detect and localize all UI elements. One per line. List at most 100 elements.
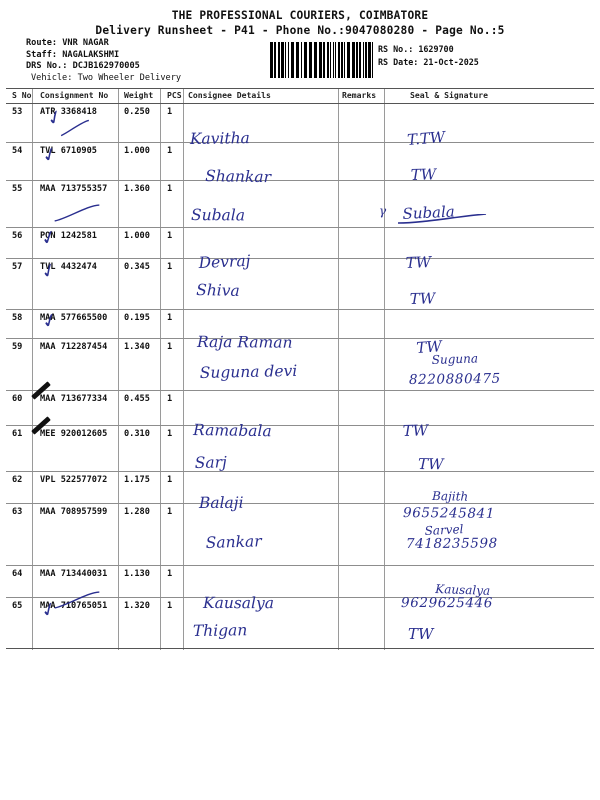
cell-weight: 0.455 (124, 394, 150, 404)
table-column-divider (160, 88, 161, 650)
table-row-divider (6, 503, 594, 504)
cell-pcs: 1 (167, 394, 173, 404)
cell-weight: 1.130 (124, 569, 150, 579)
cell-consignment-number: TVL 4432474 (40, 262, 97, 272)
handwritten-signature: Bajith (432, 488, 469, 504)
handwritten-pen-stroke (54, 591, 100, 609)
cell-serial-number: 57 (12, 262, 23, 272)
cell-serial-number: 53 (12, 107, 23, 117)
cell-serial-number: 55 (12, 184, 23, 194)
handwritten-consignee-name: Balaji (198, 493, 244, 512)
table-row-divider (6, 390, 594, 391)
cell-pcs: 1 (167, 601, 173, 611)
cell-serial-number: 65 (12, 601, 23, 611)
handwritten-consignee-name: Shiva (195, 280, 240, 300)
cell-weight: 1.280 (124, 507, 150, 517)
table-row-divider (6, 597, 594, 598)
handwritten-check-mark: ✓ (38, 307, 61, 335)
table-header-s-no: S No (12, 90, 32, 100)
cell-pcs: 1 (167, 107, 173, 117)
cell-consignment-number: MAA 708957599 (40, 507, 108, 517)
cell-pcs: 1 (167, 313, 173, 323)
cell-weight: 0.310 (124, 429, 150, 439)
cell-serial-number: 63 (12, 507, 23, 517)
cell-serial-number: 62 (12, 475, 23, 485)
table-header-pcs: PCS (167, 90, 182, 100)
handwritten-consignee-name: Shankar (204, 166, 271, 186)
handwritten-ink-mark: γ (379, 204, 387, 218)
handwritten-signature: T.TW (406, 128, 447, 150)
cell-weight: 1.340 (124, 342, 150, 352)
runsheet-meta-right: RS No.: 1629700 RS Date: 21-Oct-2025 (378, 43, 479, 68)
cell-serial-number: 61 (12, 429, 23, 439)
cell-consignment-number: ATR 3368418 (40, 107, 97, 117)
cell-pcs: 1 (167, 231, 173, 241)
handwritten-consignee-name: Sarj (194, 453, 228, 473)
table-row-divider (6, 309, 594, 310)
handwritten-phone-number: 9655245841 (402, 504, 495, 522)
table-header-seal-signature: Seal & Signature (410, 90, 488, 100)
handwritten-consignee-name: Suguna devi (199, 362, 298, 383)
handwritten-signature: TW (402, 421, 429, 440)
cell-weight: 0.195 (124, 313, 150, 323)
handwritten-signature: TW (417, 455, 444, 474)
cell-pcs: 1 (167, 475, 173, 485)
cell-consignment-number: MAA 712287454 (40, 342, 108, 352)
cell-weight: 1.000 (124, 146, 150, 156)
cell-serial-number: 54 (12, 146, 23, 156)
cell-consignment-number: VPL 522577072 (40, 475, 108, 485)
cell-pcs: 1 (167, 429, 173, 439)
cell-weight: 0.345 (124, 262, 150, 272)
table-row-divider (6, 180, 594, 181)
handwritten-signature: TW (405, 253, 432, 273)
cell-consignment-number: MEE 920012605 (40, 429, 108, 439)
handwritten-signature: TW (410, 164, 437, 184)
table-header-consignment-no: Consignment No (40, 90, 109, 100)
handwritten-check-mark: ✓ (37, 225, 60, 251)
handwritten-signature: TW (407, 625, 434, 644)
cell-consignment-number: MAA 713677334 (40, 394, 108, 404)
cell-weight: 1.175 (124, 475, 150, 485)
cell-consignment-number: MAA 577665500 (40, 313, 108, 323)
handwritten-phone-number: 7418235598 (406, 535, 499, 552)
table-column-divider (384, 88, 385, 650)
handwritten-consignee-name: Ramabala (192, 420, 272, 440)
handwritten-signature: TW (409, 289, 436, 308)
barcode-icon (270, 42, 374, 78)
table-header-remarks: Remarks (342, 90, 377, 100)
runsheet-subtitle: Delivery Runsheet - P41 - Phone No.:9047… (95, 24, 505, 37)
cell-pcs: 1 (167, 342, 173, 352)
cell-consignment-number: MAA 710765051 (40, 601, 108, 611)
cell-consignment-number: MAA 713755357 (40, 184, 108, 194)
route-label: Route: VNR NAGAR (26, 38, 109, 48)
runsheet-table: S No Consignment No Weight PCS Consignee Det… (6, 88, 594, 650)
handwritten-consignee-name: Kavitha (189, 128, 250, 148)
cell-weight: 1.320 (124, 601, 150, 611)
cell-weight: 1.360 (124, 184, 150, 194)
cell-pcs: 1 (167, 146, 173, 156)
table-row-divider (6, 103, 594, 104)
drs-number-label: DRS No.: DCJB162970005 (26, 61, 140, 72)
table-row-divider (6, 565, 594, 566)
cell-serial-number: 64 (12, 569, 23, 579)
table-header-consignee-details: Consignee Details (188, 90, 271, 100)
handwritten-phone-number: 9629625446 (401, 594, 494, 611)
table-column-divider (183, 88, 184, 650)
handwritten-consignee-name: Sankar (204, 532, 262, 552)
rs-date-label: RS Date: 21-Oct-2025 (378, 56, 479, 67)
handwritten-phone-number: 8220880475 (408, 370, 501, 388)
table-column-divider (118, 88, 119, 650)
cell-consignment-number: MAA 713440031 (40, 569, 108, 579)
table-row-divider (6, 425, 594, 426)
table-row-divider (6, 471, 594, 472)
handwritten-signature-flourish (398, 214, 487, 224)
cell-serial-number: 58 (12, 313, 23, 323)
cell-weight: 1.000 (124, 231, 150, 241)
cell-pcs: 1 (167, 569, 173, 579)
handwritten-consignee-name: Thigan (192, 621, 248, 641)
cell-serial-number: 56 (12, 231, 23, 241)
handwritten-consignee-name: Devraj (198, 252, 251, 273)
cell-consignment-number: PON 1242581 (40, 231, 97, 241)
vehicle-label: Vehicle: Two Wheeler Delivery (31, 72, 182, 83)
